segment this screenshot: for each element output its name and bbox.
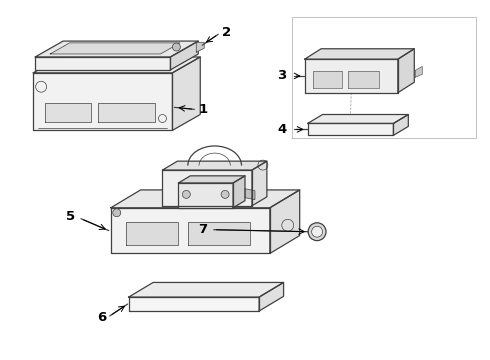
Polygon shape [398,49,414,93]
Text: 6: 6 [97,311,106,324]
Text: 3: 3 [277,69,287,82]
Polygon shape [270,190,300,253]
Polygon shape [393,114,408,135]
Polygon shape [171,41,198,70]
Polygon shape [172,57,200,130]
Circle shape [312,226,322,237]
Polygon shape [111,208,270,253]
Text: 5: 5 [67,210,75,223]
Polygon shape [188,222,250,246]
Polygon shape [416,66,422,77]
Polygon shape [50,43,180,54]
Circle shape [113,209,121,217]
Polygon shape [98,103,154,122]
Polygon shape [163,161,267,170]
Polygon shape [233,176,245,208]
Polygon shape [305,49,414,59]
Polygon shape [33,57,200,73]
Polygon shape [178,183,233,208]
Polygon shape [125,222,178,246]
Polygon shape [35,57,171,70]
Circle shape [172,43,180,51]
Polygon shape [245,189,255,200]
Polygon shape [196,42,204,52]
Polygon shape [308,123,393,135]
Polygon shape [178,176,245,183]
Text: 1: 1 [198,103,208,116]
Polygon shape [35,41,198,57]
Polygon shape [308,114,408,123]
Polygon shape [313,71,343,88]
Polygon shape [45,103,91,122]
Polygon shape [129,283,284,297]
Circle shape [221,190,229,198]
Polygon shape [129,297,259,311]
Polygon shape [259,283,284,311]
Circle shape [308,223,326,240]
Text: 2: 2 [221,26,231,39]
Polygon shape [252,161,267,206]
Text: 7: 7 [198,223,207,236]
Polygon shape [163,170,252,206]
Circle shape [182,190,190,198]
Polygon shape [33,73,172,130]
Polygon shape [111,190,300,208]
Text: 4: 4 [277,123,287,136]
Polygon shape [305,59,398,93]
Polygon shape [348,71,379,88]
